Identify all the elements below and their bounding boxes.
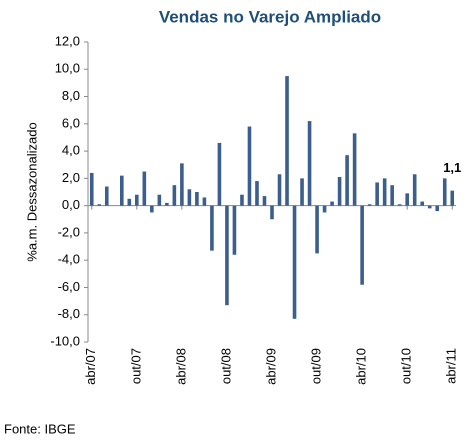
source: Fonte: IBGE [4,421,76,436]
bar [322,205,327,213]
y-tick-label: -2,0 [58,224,80,239]
y-axis-label: %a.m. Dessazonalizado [24,122,39,261]
bar [337,177,342,206]
x-tick-label: abr/09 [263,348,278,385]
bar [232,205,237,255]
x-tick-label: out/07 [128,348,143,384]
bar [390,185,394,206]
y-tick-label: 10,0 [55,61,80,76]
bar [210,205,214,251]
y-tick-label: 6,0 [62,115,80,130]
y-tick-label: -6,0 [58,279,80,294]
x-tick-label: out/08 [218,348,233,384]
bar [427,205,432,209]
bar [367,204,372,206]
bar [165,202,169,206]
bar [435,205,440,212]
bar [195,192,199,206]
bar [202,197,207,206]
value-label: 1,1 [443,160,461,175]
y-tick-label: -4,0 [58,252,80,267]
bar [127,198,132,206]
bar [104,186,109,206]
bar [187,189,192,206]
bar [315,205,319,254]
bar [450,190,455,206]
x-tick-label: abr/11 [444,348,459,384]
bar [352,133,357,206]
y-tick-label: 0,0 [62,197,80,212]
bar [240,194,244,206]
bar [217,142,222,206]
bar [262,196,267,206]
bar [255,181,259,206]
bar [247,126,252,206]
bar [157,194,162,206]
bar [225,205,229,306]
bar [97,204,102,206]
x-tick-label: abr/07 [83,348,98,385]
bar [360,205,364,285]
bar [172,185,177,206]
chart-title: Vendas no Varejo Ampliado [159,7,381,26]
bar [150,205,154,213]
bar [375,182,379,206]
bar [307,121,312,206]
y-tick-label: 8,0 [62,88,80,103]
bar [330,201,334,206]
bar [89,172,94,206]
bar [135,194,139,206]
bar [285,76,289,206]
bar [270,205,274,220]
y-tick-label: 4,0 [62,143,80,158]
bar [180,163,184,206]
y-tick-label: 12,0 [55,33,80,48]
bar [397,204,402,206]
bar [345,155,349,206]
x-tick-label: out/09 [308,348,323,384]
bar [382,178,387,206]
bar [405,193,409,206]
x-tick-label: abr/10 [354,348,369,385]
y-tick-label: -10,0 [50,333,80,348]
x-tick-label: out/10 [399,348,414,384]
bar [420,201,425,206]
bar [412,174,417,206]
bar [292,205,297,319]
y-tick-label: 2,0 [62,170,80,185]
bar [119,175,124,206]
y-tick-label: -8,0 [58,306,80,321]
bar [142,171,147,206]
bar [300,178,304,206]
bar [442,178,447,206]
bar [277,174,282,206]
x-tick-label: abr/08 [173,348,188,385]
